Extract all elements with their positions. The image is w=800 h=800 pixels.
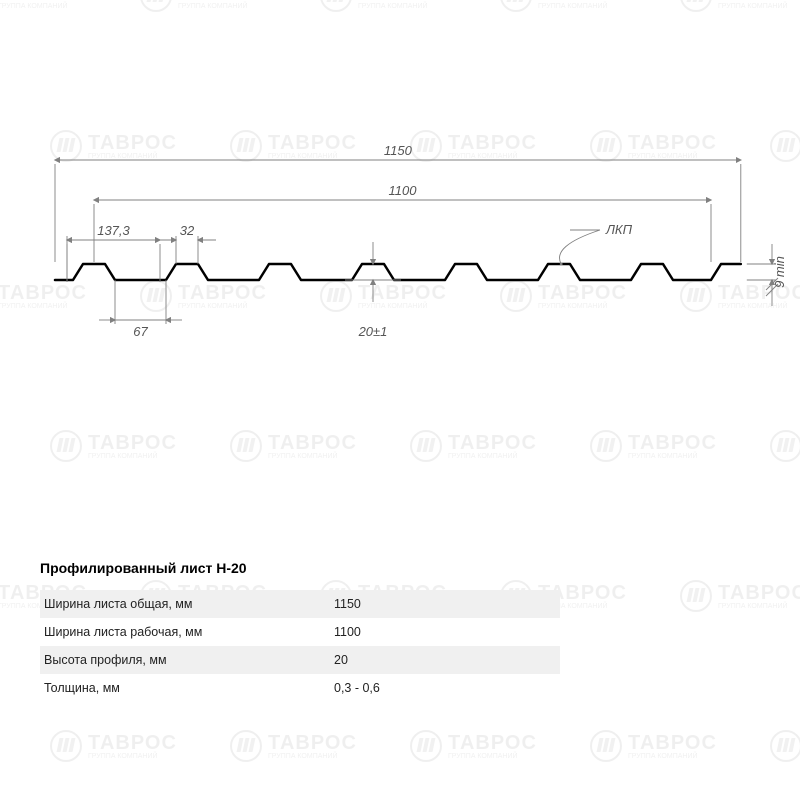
svg-text:32: 32 [180, 223, 195, 238]
spec-row: Ширина листа общая, мм1150 [40, 590, 560, 618]
svg-text:1100: 1100 [389, 183, 418, 198]
spec-row: Ширина листа рабочая, мм1100 [40, 618, 560, 646]
svg-text:1150: 1150 [384, 143, 413, 158]
spec-table: Профилированный лист Н-20 Ширина листа о… [40, 560, 560, 702]
spec-label: Высота профиля, мм [40, 653, 334, 667]
svg-text:137,3: 137,3 [97, 223, 130, 238]
spec-title: Профилированный лист Н-20 [40, 560, 560, 576]
svg-text:67: 67 [133, 324, 148, 339]
spec-row: Толщина, мм0,3 - 0,6 [40, 674, 560, 702]
svg-text:20±1: 20±1 [358, 324, 388, 339]
svg-text:ЛКП: ЛКП [605, 222, 633, 237]
spec-value: 20 [334, 653, 550, 667]
spec-label: Толщина, мм [40, 681, 334, 695]
spec-label: Ширина листа рабочая, мм [40, 625, 334, 639]
spec-value: 0,3 - 0,6 [334, 681, 550, 695]
svg-text:9 min: 9 min [772, 256, 787, 288]
spec-value: 1100 [334, 625, 550, 639]
spec-label: Ширина листа общая, мм [40, 597, 334, 611]
spec-value: 1150 [334, 597, 550, 611]
profile-diagram: 1150 1100 137,3 32 67 20±1 ЛКП 9 min [0, 0, 800, 520]
spec-row: Высота профиля, мм20 [40, 646, 560, 674]
